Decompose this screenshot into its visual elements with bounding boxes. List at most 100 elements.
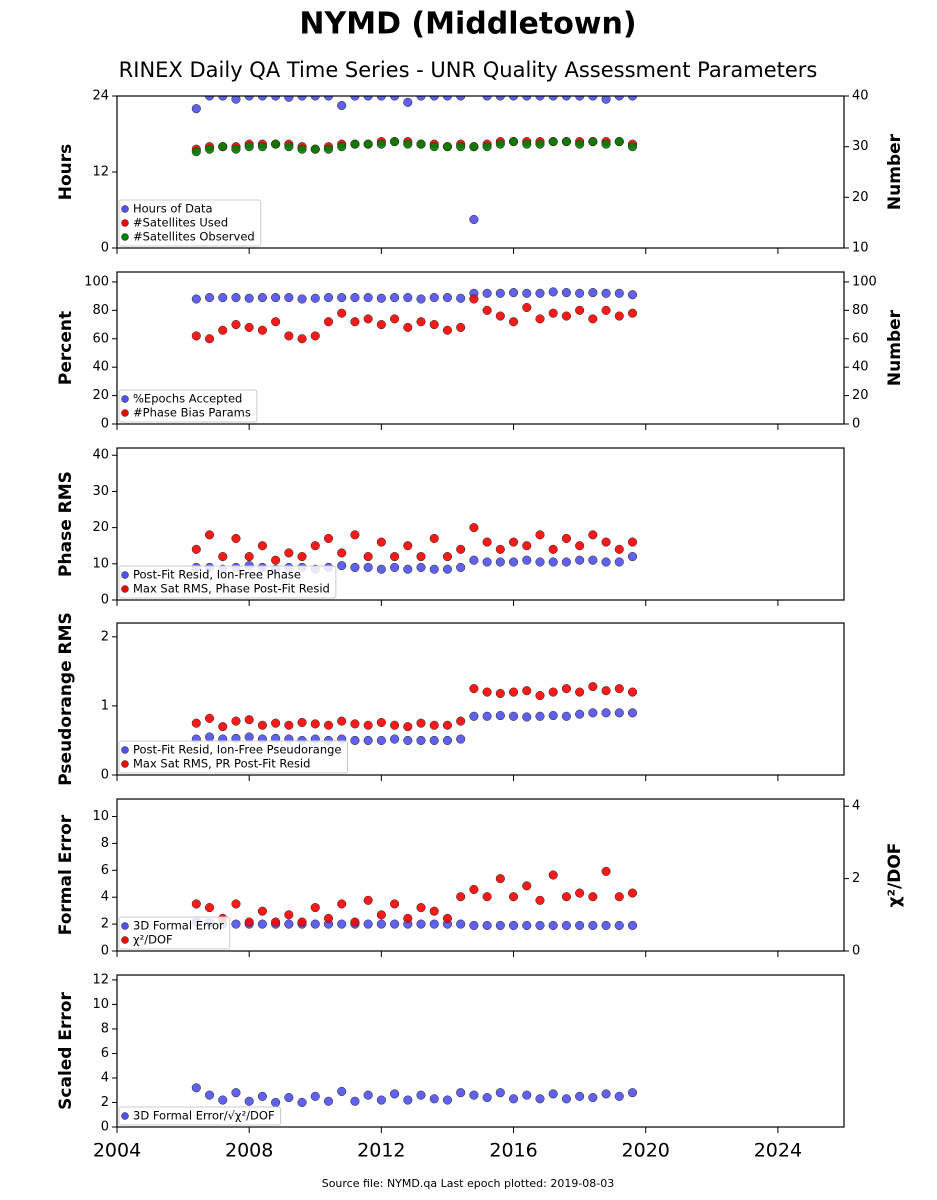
point	[218, 1095, 228, 1105]
point	[429, 96, 439, 101]
point	[614, 1091, 624, 1101]
point	[363, 552, 373, 562]
point	[495, 711, 505, 721]
point	[376, 735, 386, 746]
point	[376, 919, 386, 929]
point	[575, 96, 585, 101]
point	[508, 1094, 519, 1104]
point	[218, 325, 228, 335]
point	[469, 920, 479, 930]
point	[508, 711, 519, 721]
y2-tick-label: 2	[852, 871, 860, 886]
point	[442, 720, 453, 730]
point	[495, 139, 505, 149]
point	[403, 735, 413, 746]
point	[561, 711, 571, 721]
point	[469, 1090, 479, 1100]
point	[588, 708, 598, 718]
y-tick-label: 2	[101, 1095, 109, 1110]
point	[495, 874, 505, 884]
y2-tick-label: 80	[852, 303, 869, 318]
point	[495, 311, 505, 321]
point	[614, 557, 624, 567]
point	[561, 311, 571, 321]
points	[191, 287, 638, 344]
point	[614, 137, 624, 147]
y-tick-label: 0	[101, 1120, 109, 1135]
point	[191, 544, 201, 554]
point	[191, 294, 201, 304]
y-tick-label: 0	[101, 241, 109, 256]
axes-frame	[116, 447, 845, 601]
point	[482, 711, 492, 721]
point	[337, 100, 347, 111]
point	[508, 537, 519, 547]
point	[350, 917, 360, 927]
point	[337, 308, 347, 318]
point	[218, 722, 228, 732]
point	[284, 548, 294, 558]
point	[482, 1093, 492, 1103]
point	[390, 96, 400, 101]
point	[231, 716, 241, 726]
point	[323, 317, 334, 327]
point	[548, 287, 558, 297]
y-tick-label: 8	[101, 836, 109, 851]
point	[323, 293, 334, 303]
point	[310, 96, 320, 101]
point	[204, 732, 215, 742]
point	[390, 899, 400, 909]
point	[601, 1089, 611, 1099]
y-tick-label: 6	[101, 863, 109, 878]
point	[548, 137, 558, 147]
point	[363, 919, 373, 929]
point	[284, 910, 294, 920]
axes-frame	[116, 798, 845, 952]
points	[191, 682, 638, 746]
point	[522, 288, 532, 298]
point	[297, 96, 307, 101]
point	[495, 557, 505, 567]
point	[323, 144, 334, 154]
point	[535, 139, 545, 149]
point	[310, 719, 320, 729]
point	[522, 1090, 532, 1100]
point	[350, 1096, 360, 1106]
point	[469, 684, 479, 694]
point	[548, 920, 558, 930]
point	[416, 552, 426, 562]
y-tick-label: 30	[92, 484, 109, 499]
point	[495, 544, 505, 554]
point	[495, 688, 505, 699]
legend-label: Max Sat RMS, PR Post-Fit Resid	[133, 757, 310, 771]
legend-label: %Epochs Accepted	[133, 392, 242, 406]
point	[297, 294, 307, 304]
point	[588, 892, 598, 902]
y-tick-label: 6	[101, 1046, 109, 1061]
source-note: Source file: NYMD.qa Last epoch plotted:…	[322, 1177, 615, 1190]
point	[442, 735, 453, 746]
point	[271, 1097, 281, 1108]
point	[482, 557, 492, 567]
point	[535, 711, 545, 721]
y-tick-label: 0	[101, 593, 109, 608]
point	[191, 331, 201, 341]
point	[284, 720, 294, 730]
point	[257, 541, 267, 551]
y2-tick-label: 20	[852, 388, 869, 403]
point	[257, 919, 267, 929]
point	[244, 917, 254, 927]
point	[323, 913, 334, 923]
point	[456, 322, 466, 332]
y-tick-label: 24	[92, 89, 109, 104]
point	[601, 866, 611, 876]
point	[508, 317, 519, 327]
point	[561, 920, 571, 930]
point	[218, 552, 228, 562]
point	[390, 552, 400, 562]
y-axis-label: Scaled Error	[56, 992, 76, 1110]
point	[323, 1096, 334, 1106]
point	[323, 96, 334, 101]
